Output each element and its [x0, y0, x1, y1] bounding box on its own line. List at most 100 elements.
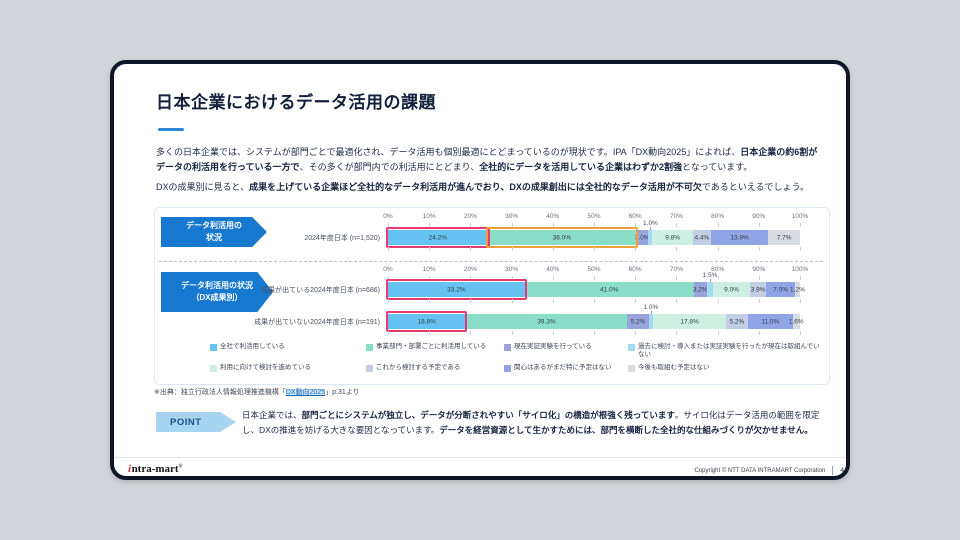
axis-tick-mark — [717, 247, 719, 251]
axis-tick-label: 20% — [463, 266, 477, 273]
axis-tick-mark — [800, 299, 801, 303]
source-prefix: ※出典：独立行政法人情報処理推進機構「 — [154, 389, 286, 396]
bar-segment: 33.2% — [388, 282, 525, 297]
bar-segment — [706, 282, 714, 297]
legend-item: 利用に向けて検討を進めている — [210, 364, 360, 372]
axis-tick-mark — [511, 223, 513, 227]
emphasis-text: 全社的にデータを活用している企業はわずか2割強 — [479, 161, 682, 172]
legend-label: 全社で利活用している — [220, 343, 285, 350]
bar-segment: 13.9% — [710, 230, 769, 245]
axis-tick-mark — [388, 247, 389, 251]
axis-tick-mark — [676, 276, 678, 280]
axis-tick-mark — [758, 247, 760, 251]
axis-tick-label: 60% — [628, 213, 642, 220]
axis-tick-mark — [470, 331, 472, 335]
axis-tick-mark — [635, 276, 637, 280]
point-badge-label: POINT — [170, 416, 202, 428]
page-title: 日本企業におけるデータ活用の課題 — [156, 93, 436, 112]
plain-text: 。サイロ化はデータ活用の範囲を限定し、DXの推進を妨げる大きな要因となっています… — [242, 410, 820, 435]
axis-tick-mark — [800, 276, 801, 280]
copyright-text: Copyright © NTT DATA INTRAMART Corporati… — [694, 467, 826, 474]
legend-item: 事業部門・部署ごとに利活用している — [366, 343, 498, 359]
legend-swatch — [628, 364, 635, 372]
bar-segment: 41.0% — [524, 282, 694, 297]
legend-swatch — [210, 344, 217, 351]
chart-legend: 全社で利活用している 事業部門・部署ごとに利活用している 現在実証実験を行っている 過… — [210, 343, 820, 372]
bar-segment: 36.0% — [487, 230, 637, 245]
axis-tick-mark — [717, 299, 719, 303]
callout-value-label: 1.5% — [702, 272, 718, 279]
body-paragraph-1: 多くの日本企業では、システムが部門ごとで最適化され、データ活用も個別最適にとどま… — [156, 145, 820, 175]
axis-tick-mark — [758, 223, 760, 227]
axis-tick-label: 100% — [791, 213, 809, 220]
segment-value-label: 1.2% — [790, 286, 805, 293]
axis-tick-mark — [635, 299, 637, 303]
axis-tick-label: 70% — [669, 266, 683, 273]
bar-row-label: 成果が出ていない2024年度日本 (n=191) — [254, 319, 380, 326]
callout-line — [709, 279, 711, 282]
axis-tick-label: 30% — [505, 266, 519, 273]
highlight-outline — [485, 227, 639, 248]
axis-tick-label: 100% — [791, 266, 809, 273]
point-badge: POINT — [156, 412, 236, 432]
point-text: 日本企業では、部門ごとにシステムが独立し、データが分断されやすい「サイロ化」の構… — [242, 408, 828, 438]
axis-tick-mark — [594, 223, 595, 227]
stacked-bar: 18.8% 39.3% 5.2% 17.8% 5.2% 11.0% 1.6% — [388, 314, 804, 329]
slide-frame: 日本企業におけるデータ活用の課題 多くの日本企業では、システムが部門ごとで最適化… — [110, 60, 850, 480]
callout-line — [650, 311, 652, 314]
plain-text: DXの成果別に見ると、 — [156, 182, 250, 192]
segment-value-label: 9.8% — [665, 234, 681, 241]
axis-tick-mark — [594, 276, 595, 280]
bar-segment: 7.7% — [768, 230, 800, 245]
emphasis-text: 成果を上げている企業ほど全社的なデータ利活用が進んでおり、DXの成果創出には全社… — [249, 182, 702, 192]
source-link[interactable]: DX動向2025 — [285, 389, 326, 396]
section-label-line: データ利活用の状況 — [181, 281, 253, 290]
axis-tick-mark — [470, 299, 472, 303]
axis-tick-label: 10% — [422, 266, 436, 273]
axis-tick-label: 40% — [546, 213, 560, 220]
bar-segment: 18.8% — [388, 314, 466, 329]
bar-segment: 1.2% — [790, 282, 805, 297]
bar-segment: 7.0% — [766, 282, 795, 297]
axis-tick-label: 90% — [752, 266, 766, 273]
legend-label: 今後も取組む予定はない — [638, 363, 710, 371]
legend-label: 関心はあるがまだ特に予定はない — [514, 363, 612, 371]
axis-tick-mark — [388, 223, 389, 227]
data-usage-chart: データ利活用の 状況 0% 10% 20% 30% 40% 50% 60% 70% 80% 90% 10… — [154, 207, 830, 385]
bar-segment: 24.2% — [388, 230, 488, 245]
legend-label: 利用に向けて検討を進めている — [220, 363, 311, 371]
stacked-bar: 24.2% 36.0% 3.0% 9.8% 4.4% 13.9% 7.7% — [388, 230, 800, 245]
legend-label: 過去に検討・導入または実証実験を行ったが現在は取組んでいない — [638, 343, 820, 358]
callout-value-label: 1.0% — [643, 304, 659, 311]
legend-label: これから検討する予定である — [376, 363, 461, 371]
axis-tick-mark — [635, 331, 637, 335]
logo-letter-i: i — [128, 463, 132, 475]
segment-value-label: 36.0% — [552, 234, 572, 241]
plain-text: 多くの日本企業では、システムが部門ごとで最適化され、データ活用も個別最適にとどま… — [156, 147, 741, 157]
axis-tick-mark — [429, 331, 431, 335]
section-label-arrow: データ利活用の状況 （DX成果別） — [161, 272, 273, 312]
slide-footer: intra-mart® Copyright © NTT DATA INTRAMA… — [114, 457, 846, 482]
source-note: ※出典：独立行政法人情報処理推進機構「DX動向2025」p.31より — [154, 387, 360, 397]
axis-tick-label: 0% — [383, 213, 393, 220]
bar-segment: 17.8% — [652, 314, 727, 329]
source-suffix: 」p.31より — [325, 389, 360, 396]
segment-value-label: 18.8% — [417, 318, 436, 325]
axis-tick-label: 20% — [463, 213, 477, 220]
bar-segment: 5.2% — [627, 314, 649, 329]
legend-label: 現在実証実験を行っている — [514, 343, 592, 350]
legend-item: 現在実証実験を行っている — [504, 343, 622, 359]
plain-text: 、その多くが部門内での利活用にとどまり、 — [299, 161, 480, 172]
callout-value-label: 1.0% — [643, 220, 658, 227]
axis-tick-label: 80% — [711, 266, 725, 273]
axis-tick-mark — [511, 276, 513, 280]
axis-tick-mark — [758, 299, 760, 303]
axis-tick-mark — [511, 247, 513, 251]
plain-text: であるといえるでしょう。 — [701, 182, 809, 192]
emphasis-text: 日本企業の約6割がデータの利活用を行っている一方で — [156, 147, 818, 172]
axis-tick-label: 10% — [422, 213, 436, 220]
callout-line — [650, 227, 652, 230]
segment-value-label: 11.0% — [761, 318, 780, 325]
axis-tick-mark — [429, 223, 431, 227]
axis-tick-mark — [676, 331, 678, 335]
